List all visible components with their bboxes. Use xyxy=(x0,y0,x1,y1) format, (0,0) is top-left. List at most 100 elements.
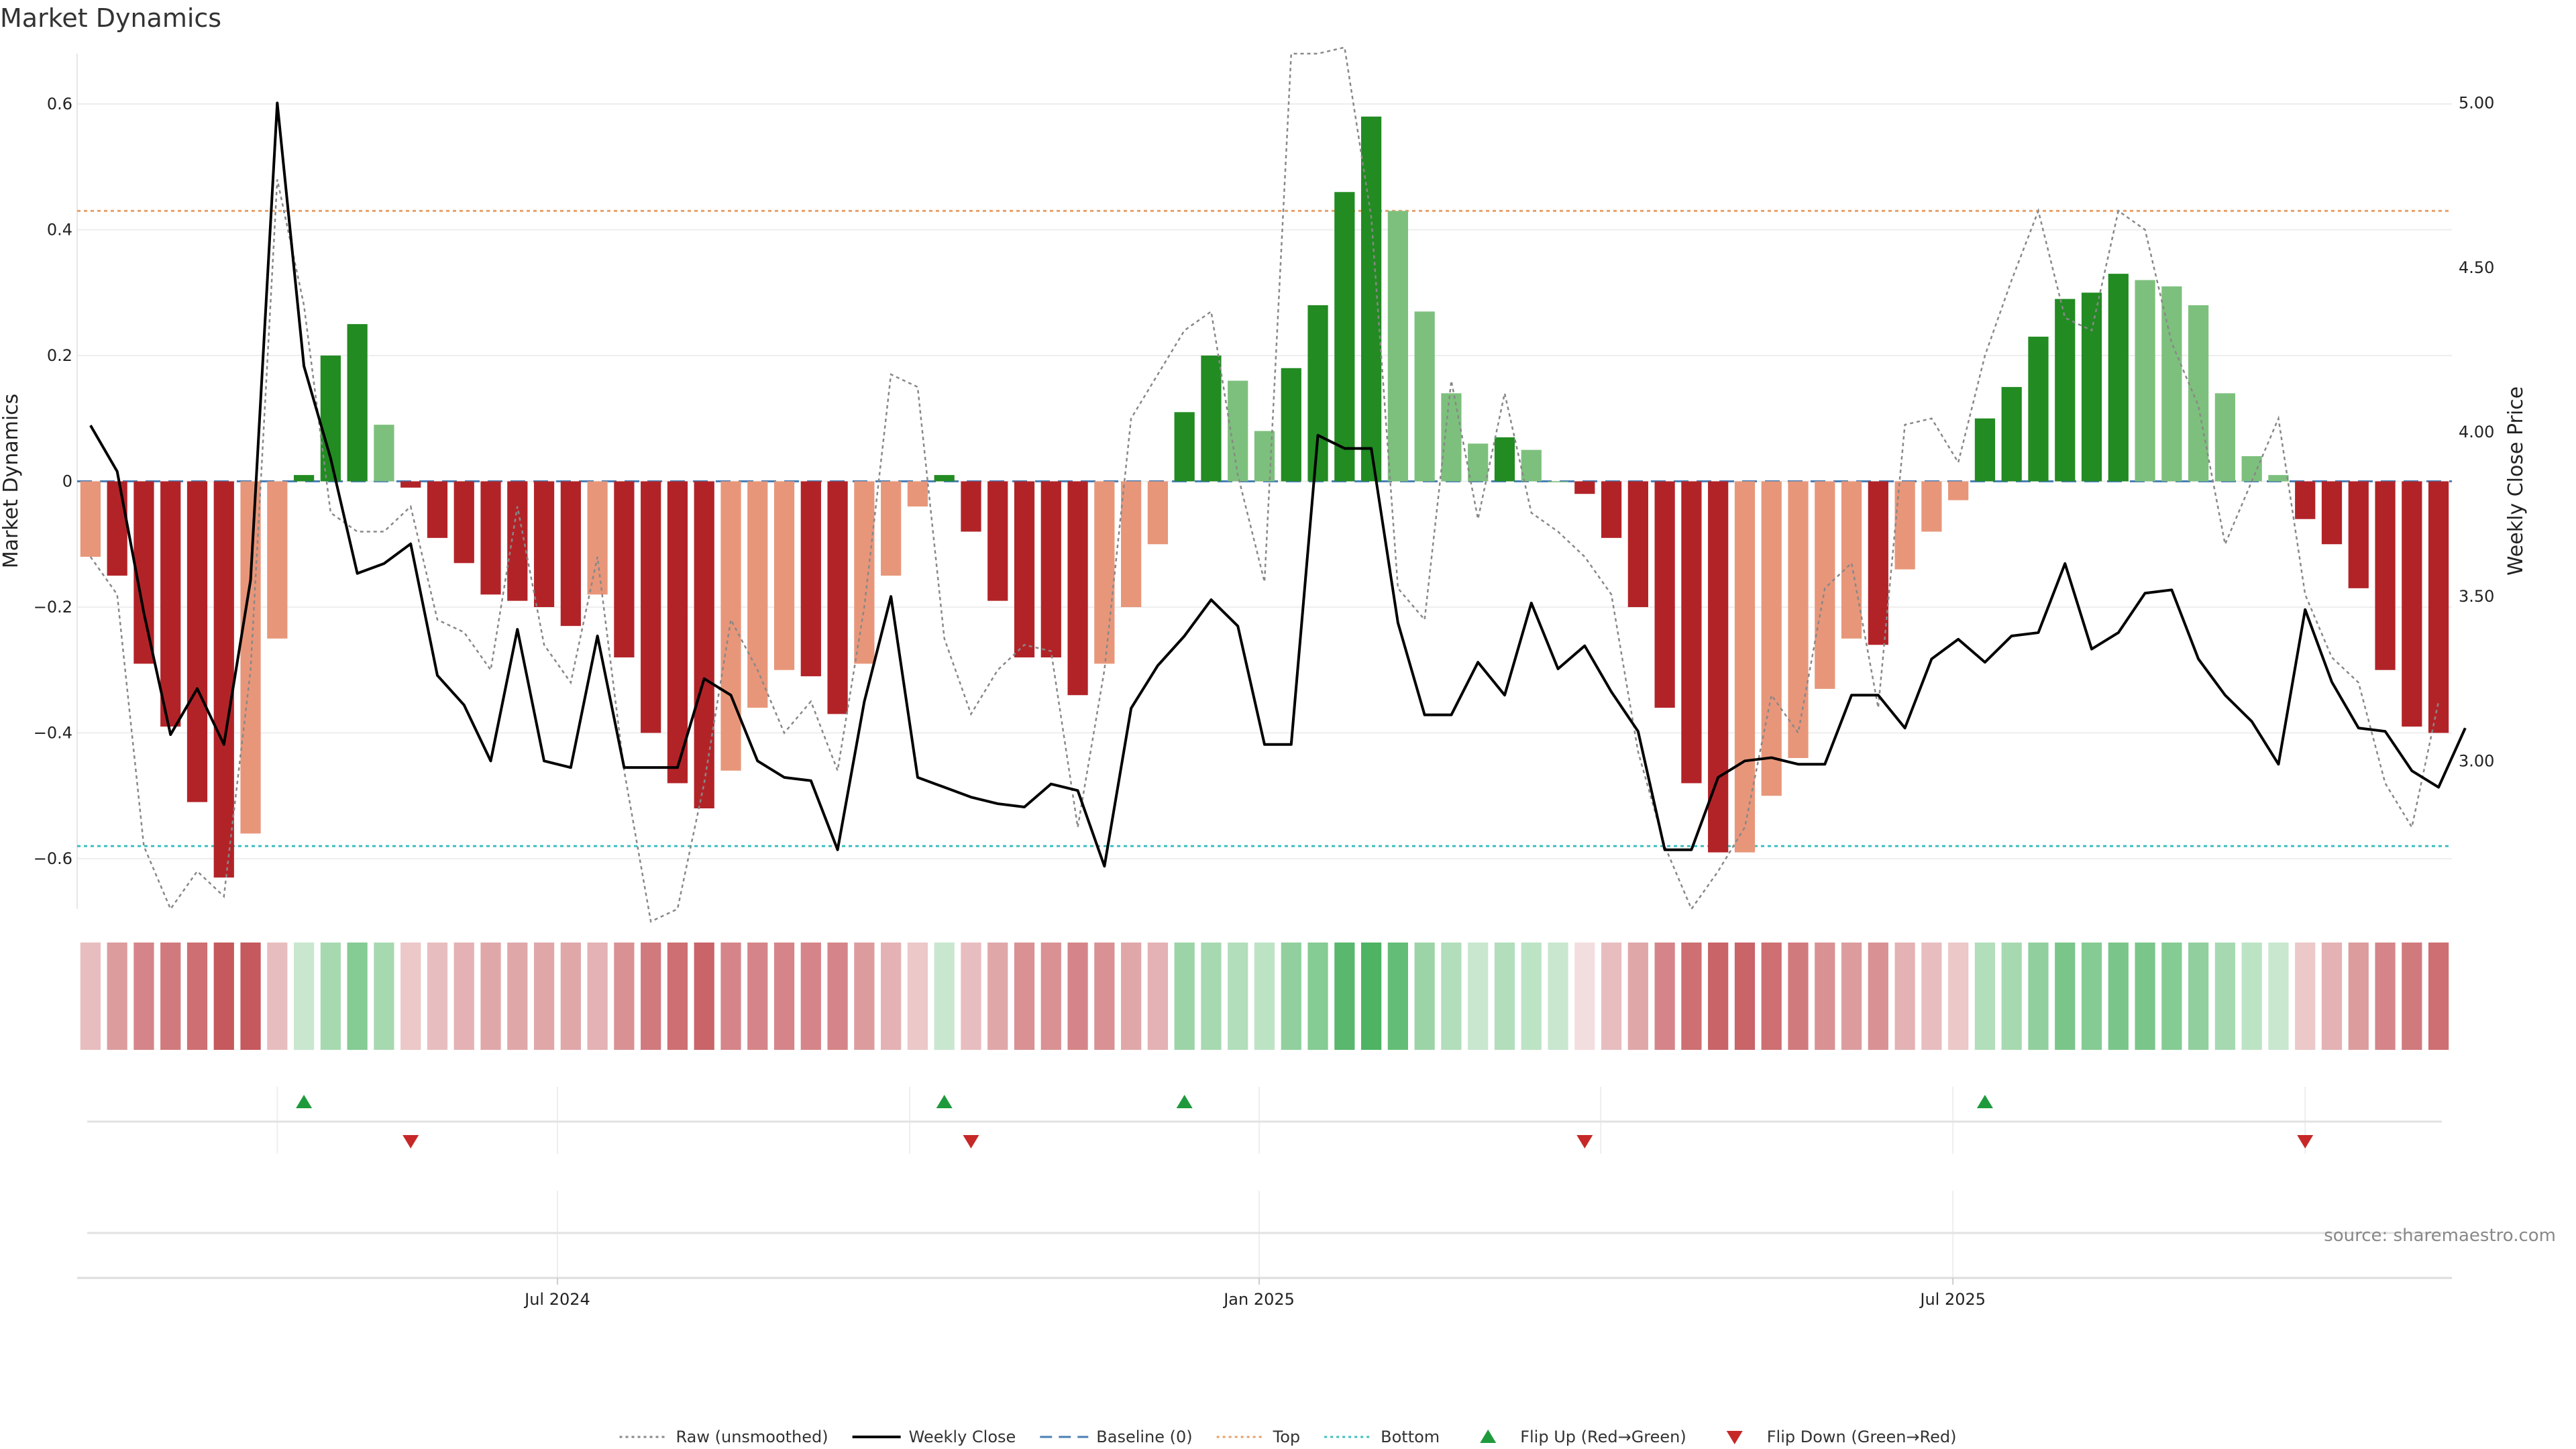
heat-cell xyxy=(186,943,208,1050)
heat-cell xyxy=(1414,943,1435,1050)
heat-cell xyxy=(773,943,795,1050)
y2-tick-label: 3.50 xyxy=(2459,587,2494,606)
bar xyxy=(1201,356,1222,482)
heat-cell xyxy=(213,943,234,1050)
heat-cell xyxy=(107,943,127,1050)
x-tick-label: Jan 2025 xyxy=(1222,1290,1295,1309)
heat-cell xyxy=(2135,943,2155,1050)
heat-cell xyxy=(1681,943,1702,1050)
bar xyxy=(1228,380,1248,482)
heat-cell xyxy=(1894,943,1915,1050)
chart-title: Market Dynamics xyxy=(0,3,221,33)
heat-cell xyxy=(80,943,101,1050)
bar xyxy=(2055,299,2076,482)
bar xyxy=(213,481,234,878)
bar xyxy=(1494,437,1515,482)
heat-cell xyxy=(1147,943,1169,1050)
bar xyxy=(2214,393,2236,482)
heat-cell xyxy=(2081,943,2102,1050)
legend-label: Flip Up (Red→Green) xyxy=(1520,1428,1686,1446)
x-tick-label: Jul 2024 xyxy=(523,1290,590,1309)
heat-cell xyxy=(1815,943,1835,1050)
bar xyxy=(293,475,315,482)
heat-cell xyxy=(1360,943,1382,1050)
bar xyxy=(2348,481,2369,588)
bar xyxy=(667,481,688,784)
legend-item: Bottom xyxy=(1324,1428,1440,1446)
heat-cell xyxy=(2108,943,2129,1050)
bar xyxy=(80,481,101,557)
bar xyxy=(2161,286,2182,482)
heat-cell xyxy=(133,943,154,1050)
y2-axis-label: Weekly Close Price xyxy=(2504,386,2528,576)
heat-cell xyxy=(400,943,421,1050)
heat-cell xyxy=(2241,943,2262,1050)
heat-cell xyxy=(1067,943,1088,1050)
bar xyxy=(1334,192,1355,482)
heat-cell xyxy=(1014,943,1035,1050)
bar xyxy=(1841,481,1862,639)
bar xyxy=(347,324,368,482)
heat-cell xyxy=(2321,943,2343,1050)
heat-cell xyxy=(2268,943,2289,1050)
heat-cell xyxy=(1094,943,1115,1050)
heat-cell xyxy=(800,943,821,1050)
bar xyxy=(533,481,555,607)
flip-down-marker xyxy=(1576,1135,1593,1148)
bar xyxy=(1414,311,1435,482)
heat-cell xyxy=(267,943,288,1050)
heat-cell xyxy=(293,943,315,1050)
y-tick-label: 0.4 xyxy=(47,221,72,239)
heat-cell xyxy=(1948,943,1969,1050)
bar xyxy=(2428,481,2449,733)
bar xyxy=(2081,292,2102,482)
bar xyxy=(1014,481,1035,657)
bar xyxy=(1094,481,1115,664)
bar xyxy=(1387,211,1408,482)
bar xyxy=(641,481,661,733)
bar xyxy=(1307,305,1328,482)
bar xyxy=(881,481,902,576)
bar xyxy=(1734,481,1756,853)
bar xyxy=(2028,336,2049,482)
heat-cell xyxy=(907,943,928,1050)
bar xyxy=(2268,475,2289,482)
flip-up-marker xyxy=(1176,1095,1193,1108)
bar xyxy=(1040,481,1061,657)
bar xyxy=(1067,481,1088,696)
heat-cell xyxy=(881,943,902,1050)
heat-cell xyxy=(667,943,688,1050)
bar xyxy=(1521,449,1542,482)
legend-label: Weekly Close xyxy=(909,1428,1016,1446)
bar xyxy=(1974,418,1996,482)
legend-label: Raw (unsmoothed) xyxy=(676,1428,828,1446)
flip-down-marker xyxy=(402,1135,419,1148)
bar xyxy=(186,481,208,802)
heat-cell xyxy=(2402,943,2422,1050)
flip-down-marker xyxy=(963,1135,979,1148)
bar xyxy=(587,481,608,595)
bar xyxy=(934,475,955,482)
bar xyxy=(827,481,848,714)
y2-tick-label: 5.00 xyxy=(2459,94,2494,113)
flip-up-marker xyxy=(296,1095,313,1108)
bar xyxy=(1574,481,1595,494)
heat-cell xyxy=(1548,943,1568,1050)
legend-swatch xyxy=(1480,1430,1497,1443)
legend-item: Top xyxy=(1216,1428,1300,1446)
heat-cell xyxy=(1627,943,1648,1050)
bar xyxy=(1174,412,1195,482)
heat-cell xyxy=(320,943,341,1050)
bar xyxy=(907,481,928,506)
bar xyxy=(1761,481,1782,796)
heat-cell xyxy=(987,943,1008,1050)
heat-cell xyxy=(1040,943,1061,1050)
y-axis-label: Market Dynamics xyxy=(0,394,23,569)
bar xyxy=(160,481,181,727)
bar xyxy=(2188,305,2209,482)
bar xyxy=(1948,481,1969,500)
bar xyxy=(854,481,875,664)
y-tick-label: −0.6 xyxy=(34,849,72,868)
bar xyxy=(1788,481,1809,758)
heat-cell xyxy=(1654,943,1675,1050)
